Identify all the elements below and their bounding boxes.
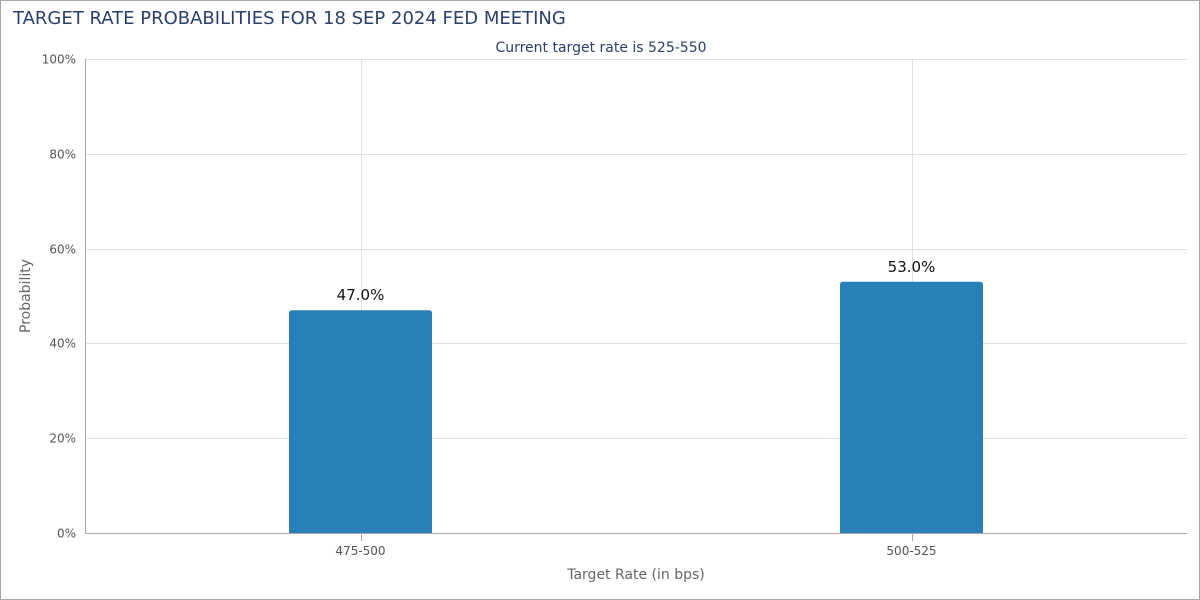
y-tick-label: 0%: [57, 527, 76, 541]
x-axis-title: Target Rate (in bps): [566, 567, 705, 583]
axes: [85, 59, 1187, 541]
y-tick-label: 40%: [49, 337, 76, 351]
y-tick-label: 60%: [49, 243, 76, 257]
gridlines: [85, 59, 1187, 533]
bars: [289, 281, 983, 533]
data-label: 53.0%: [888, 258, 936, 276]
chart-title: TARGET RATE PROBABILITIES FOR 18 SEP 202…: [13, 8, 566, 29]
y-tick-label: 80%: [49, 148, 76, 162]
y-axis-title: Probability: [18, 259, 34, 333]
bar-475-500: [289, 310, 432, 533]
labels: 0% 20% 40% 60% 80% 100% 47.0% 475-500 53.0% 500-5…: [42, 53, 937, 559]
y-tick-label: 20%: [49, 432, 76, 446]
x-tick-label: 475-500: [335, 544, 385, 558]
y-tick-label: 100%: [42, 53, 76, 67]
data-label: 47.0%: [337, 286, 385, 304]
x-tick-label: 500-525: [886, 544, 936, 558]
chart-subtitle: Current target rate is 525-550: [495, 40, 707, 56]
bar-500-525: [840, 281, 983, 533]
